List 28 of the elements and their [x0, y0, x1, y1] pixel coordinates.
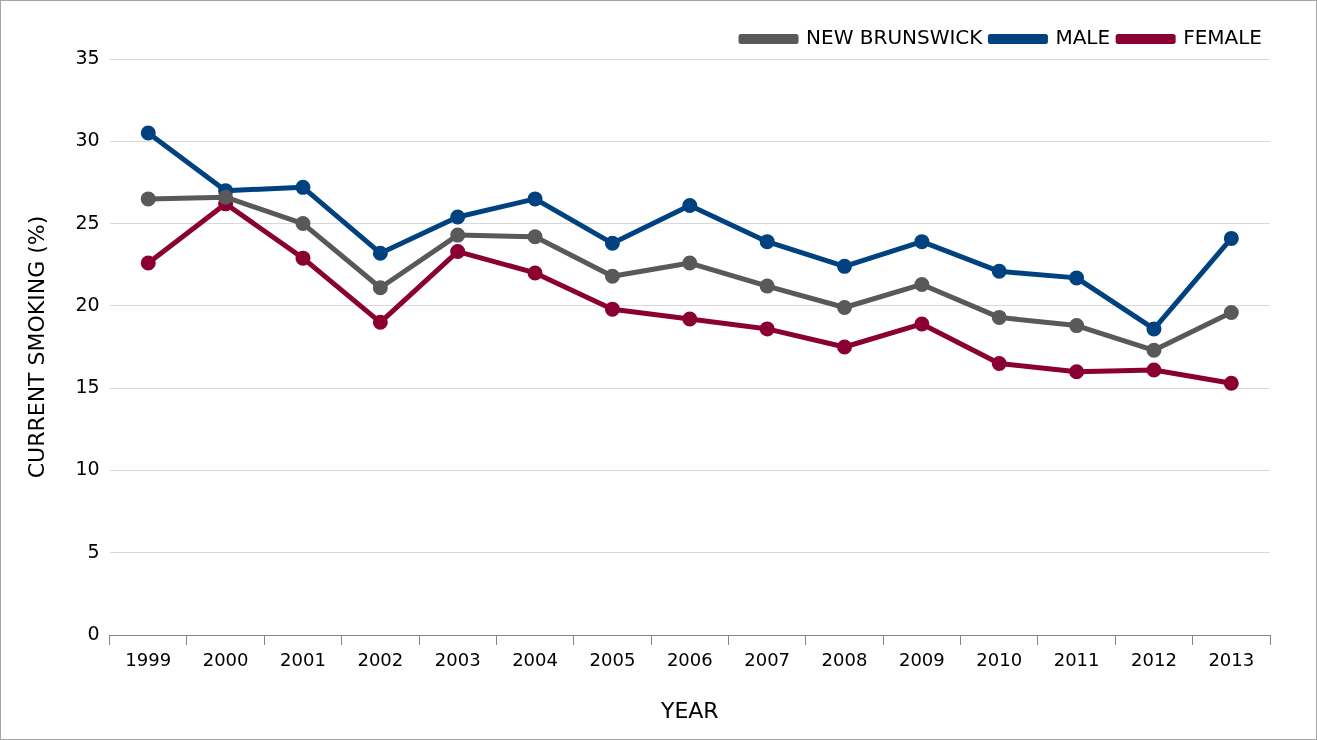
x-axis-title: YEAR — [659, 697, 719, 723]
y-tick-label: 5 — [87, 539, 100, 562]
y-tick-label: 20 — [75, 292, 100, 315]
x-tick-label: 2013 — [1208, 649, 1255, 671]
legend-label: MALE — [1055, 25, 1111, 50]
y-tick-label: 30 — [75, 128, 100, 151]
x-tick-label: 2010 — [976, 649, 1023, 671]
x-tick-label: 2009 — [898, 649, 945, 671]
y-tick-label: 35 — [75, 45, 100, 68]
x-tick-label: 2002 — [357, 649, 404, 671]
x-tick-label: 2001 — [280, 649, 326, 671]
x-tick-label: 2005 — [589, 649, 636, 671]
x-tick-label: 2007 — [744, 649, 791, 671]
x-tick-label: 2012 — [1131, 649, 1177, 671]
x-tick-label: 2000 — [202, 649, 249, 671]
y-tick-label: 15 — [75, 375, 100, 398]
legend-label: FEMALE — [1183, 25, 1262, 50]
x-tick-label: 2008 — [821, 649, 868, 671]
y-axis-title: CURRENT SMOKING (%) — [23, 215, 49, 479]
x-tick-label: 2006 — [666, 649, 713, 671]
x-tick-label: 2004 — [512, 649, 558, 671]
y-tick-label: 0 — [87, 621, 100, 644]
y-tick-label: 10 — [75, 457, 100, 480]
x-tick-label: 2011 — [1053, 649, 1100, 671]
x-tick-label: 2003 — [434, 649, 481, 671]
x-tick-label: 1999 — [125, 649, 172, 671]
y-tick-label: 25 — [75, 210, 100, 233]
legend-label: NEW BRUNSWICK — [806, 25, 984, 50]
